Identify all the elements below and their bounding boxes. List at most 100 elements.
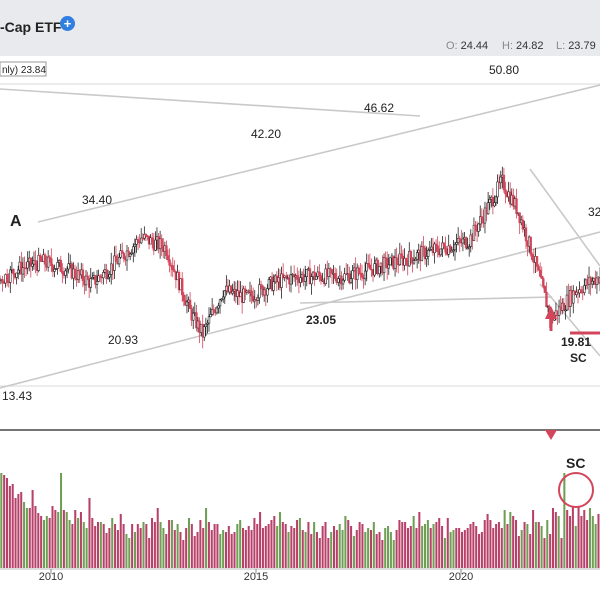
volume-bar xyxy=(367,528,370,568)
candle-body xyxy=(382,257,386,274)
volume-highlight-circle xyxy=(558,472,594,508)
candle-body xyxy=(122,253,126,259)
volume-bar xyxy=(162,528,165,568)
volume-bar xyxy=(14,498,17,568)
candle-body xyxy=(119,250,122,258)
volume-bar xyxy=(463,530,466,568)
volume-bar xyxy=(23,502,26,568)
volume-bar xyxy=(142,522,145,568)
volume-bar xyxy=(500,528,503,568)
volume-bar xyxy=(574,526,577,568)
candle-body xyxy=(502,174,506,191)
candle-body xyxy=(412,260,416,264)
candle-body xyxy=(166,255,170,261)
volume-bar xyxy=(287,532,290,568)
volume-bar xyxy=(333,526,336,568)
candle-body xyxy=(590,280,594,285)
candle-body xyxy=(426,249,430,257)
candle-body xyxy=(305,269,308,277)
candle-body xyxy=(452,249,455,252)
volume-bar xyxy=(480,532,483,568)
grid-lines xyxy=(0,83,600,570)
volume-bar xyxy=(435,522,438,568)
volume-bar xyxy=(495,524,498,568)
candle-body xyxy=(357,267,361,274)
candle-body xyxy=(400,253,403,257)
volume-bar xyxy=(131,524,134,568)
volume-bar xyxy=(133,532,136,568)
candle-body xyxy=(209,314,212,318)
candle-body xyxy=(504,189,507,195)
volume-bar xyxy=(381,540,384,568)
candle-body xyxy=(310,276,313,285)
volume-bar xyxy=(71,524,74,568)
candle-body xyxy=(135,239,138,245)
candle-body xyxy=(351,270,354,279)
candle-body xyxy=(64,270,67,276)
candle-body xyxy=(329,268,332,270)
candle-body xyxy=(102,272,105,279)
candle-body xyxy=(356,267,359,281)
volume-bar xyxy=(315,532,318,568)
candle-body xyxy=(154,239,157,251)
candle-body xyxy=(143,234,146,239)
volume-bar xyxy=(199,520,202,568)
candle-body xyxy=(403,258,406,266)
volume-bar xyxy=(156,508,159,568)
open-value: 24.44 xyxy=(460,40,489,52)
up-arrow xyxy=(545,306,557,319)
volume-bar xyxy=(478,534,481,568)
volume-bar xyxy=(11,484,14,568)
candle-body xyxy=(368,264,372,270)
volume-bar xyxy=(466,528,469,568)
candle-body xyxy=(160,238,163,248)
x-tick-label: 2010 xyxy=(39,571,63,583)
candle-body xyxy=(425,256,428,260)
volume-bar xyxy=(472,522,475,568)
volume-bar xyxy=(8,486,11,568)
x-axis: 2010 2015 2020 xyxy=(39,569,473,583)
candle-body xyxy=(173,269,176,272)
candle-body xyxy=(333,273,337,279)
volume-bar xyxy=(483,520,486,568)
volume-bar xyxy=(247,526,250,568)
candle-body xyxy=(192,312,195,321)
volume-bar xyxy=(159,522,162,568)
volume-bar xyxy=(423,524,427,568)
candle-body xyxy=(564,309,567,312)
volume-bar xyxy=(216,524,219,568)
candle-body xyxy=(378,266,381,275)
down-marker xyxy=(545,430,557,440)
volume-bar xyxy=(324,522,327,568)
candle-body xyxy=(212,309,215,312)
candle-body xyxy=(455,242,458,245)
volume-bar xyxy=(34,506,37,568)
plus-circle-icon[interactable]: + xyxy=(60,16,75,31)
volume-bar xyxy=(230,534,233,568)
volume-bar xyxy=(125,534,128,568)
candle-body xyxy=(543,285,547,293)
candle-body xyxy=(363,270,367,280)
annotation-label: SC xyxy=(570,351,587,365)
chart-header: -Cap ETF + O: 24.44 H: 24.82 L: 23.79 xyxy=(0,0,600,56)
candle-body xyxy=(89,278,92,288)
candle-body xyxy=(54,268,58,270)
candle-body xyxy=(408,251,411,267)
price-chart[interactable]: 34.40 20.93 42.20 23.05 46.62 50.80 19.81 13.43… xyxy=(0,56,600,600)
candle-body xyxy=(414,258,417,261)
volume-bar xyxy=(54,510,57,568)
volume-bar xyxy=(458,528,461,568)
candle-body xyxy=(436,245,439,252)
volume-bar xyxy=(378,532,381,568)
volume-bar xyxy=(398,520,401,568)
candle-body xyxy=(50,258,53,266)
volume-bar xyxy=(401,522,404,568)
volume-bar xyxy=(304,532,307,568)
candle-body xyxy=(12,268,15,275)
candle-body xyxy=(48,256,51,259)
candle-body xyxy=(26,261,29,269)
volume-bar xyxy=(88,498,91,568)
volume-bar xyxy=(318,538,321,568)
candle-body xyxy=(220,298,223,301)
candle-body xyxy=(474,224,477,230)
